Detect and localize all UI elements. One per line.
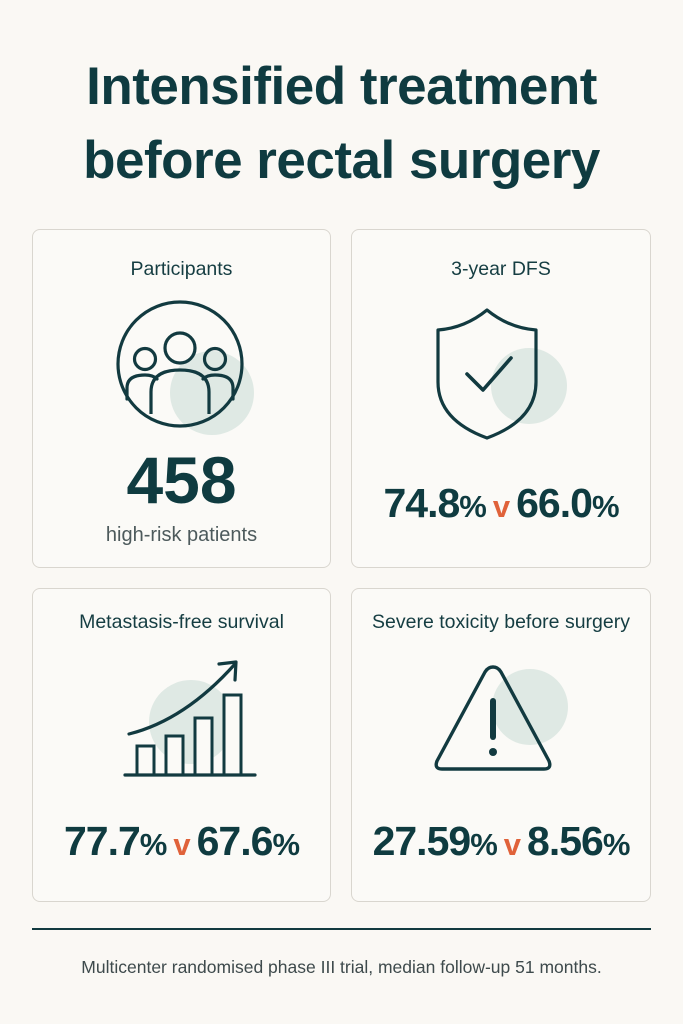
dfs-vs: v bbox=[492, 489, 510, 524]
mfs-value-a: 77.7 bbox=[63, 818, 141, 864]
participants-value: 458 bbox=[126, 443, 237, 517]
dfs-comparison: 74.8% v 66.0% bbox=[352, 480, 650, 527]
card-title-toxicity: Severe toxicity before surgery bbox=[372, 611, 630, 633]
people-group-icon bbox=[116, 300, 254, 435]
dfs-unit-b: % bbox=[591, 489, 620, 524]
toxicity-unit-b: % bbox=[602, 827, 631, 862]
mfs-vs: v bbox=[173, 827, 190, 862]
warning-triangle-icon bbox=[434, 665, 568, 771]
card-mfs: Metastasis-free survival 77.7% v 67.6% bbox=[32, 588, 331, 902]
dfs-unit-a: % bbox=[459, 489, 487, 524]
mfs-value-b: 67.6 bbox=[196, 818, 274, 864]
mfs-unit-a: % bbox=[139, 827, 168, 862]
footer-note: Multicenter randomised phase III trial, … bbox=[81, 957, 602, 977]
participants-label: high-risk patients bbox=[105, 524, 258, 546]
card-title-participants: Participants bbox=[130, 258, 233, 280]
mfs-unit-b: % bbox=[272, 827, 300, 862]
toxicity-value-b: 8.56 bbox=[527, 818, 604, 864]
toxicity-value-a: 27.59 bbox=[372, 818, 472, 864]
toxicity-vs: v bbox=[503, 827, 521, 862]
card-title-dfs: 3-year DFS bbox=[451, 258, 551, 280]
title-line-2: before rectal surgery bbox=[83, 131, 600, 190]
mfs-comparison: 77.7% v 67.6% bbox=[33, 818, 330, 865]
dfs-value-a: 74.8 bbox=[383, 480, 460, 526]
card-title-mfs: Metastasis-free survival bbox=[79, 611, 284, 633]
title-line-1: Intensified treatment bbox=[86, 57, 597, 116]
dfs-value-b: 66.0 bbox=[516, 480, 593, 526]
card-participants: Participants 458 high-risk patients bbox=[32, 229, 331, 568]
page-title: Intensified treatment before rectal surg… bbox=[0, 50, 683, 198]
toxicity-comparison: 27.59% v 8.56% bbox=[352, 818, 650, 865]
toxicity-unit-a: % bbox=[470, 827, 498, 862]
card-toxicity: Severe toxicity before surgery 27.59% v 8.… bbox=[351, 588, 651, 902]
footer-divider bbox=[32, 928, 651, 930]
card-dfs: 3-year DFS 74.8% v 66.0% bbox=[351, 229, 651, 568]
growth-bar-chart-icon bbox=[123, 660, 257, 777]
shield-check-icon bbox=[436, 308, 567, 440]
